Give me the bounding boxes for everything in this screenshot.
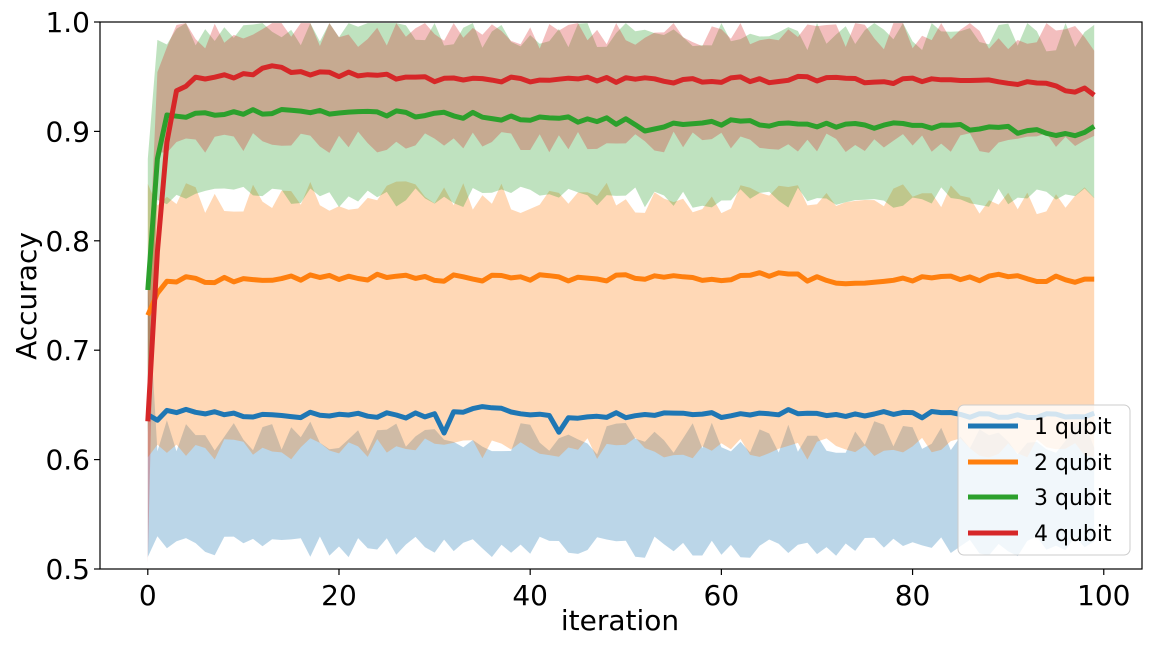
line-2-qubit — [145, 270, 1095, 317]
x-tick-label: 0 — [139, 579, 157, 612]
x-tick-label: 20 — [321, 579, 357, 612]
y-tick-label: 0.5 — [45, 553, 90, 586]
legend-label-2-qubit: 2 qubit — [1034, 451, 1112, 476]
y-tick-label: 1.0 — [45, 6, 90, 39]
band-2-qubit — [147, 181, 1095, 460]
band-1-qubit — [147, 283, 1095, 558]
y-tick-label: 0.8 — [45, 225, 90, 258]
x-tick-label: 80 — [895, 579, 931, 612]
plot-frame — [99, 21, 1143, 570]
x-tick-label: 60 — [704, 579, 740, 612]
x-axis-label: iteration — [561, 604, 679, 637]
y-axis-ticks: 0.5 0.6 0.7 0.8 0.9 1.0 — [45, 6, 100, 586]
x-axis-ticks: 0 20 40 60 80 100 — [139, 569, 1130, 612]
legend-label-3-qubit: 3 qubit — [1034, 486, 1112, 511]
legend-box — [957, 404, 1131, 556]
confidence-bands — [147, 23, 1095, 564]
x-tick-label: 100 — [1077, 579, 1130, 612]
y-tick-label: 0.9 — [45, 115, 90, 148]
y-axis-label: Accuracy — [10, 232, 43, 360]
legend-label-4-qubit: 4 qubit — [1034, 522, 1112, 547]
legend-label-1-qubit: 1 qubit — [1034, 415, 1112, 440]
band-4-qubit — [147, 23, 1095, 564]
y-tick-label: 0.7 — [45, 334, 90, 367]
series-lines — [145, 63, 1096, 436]
y-tick-label: 0.6 — [45, 444, 90, 477]
legend: 1 qubit 2 qubit 3 qubit 4 qubit — [957, 404, 1131, 556]
line-1-qubit — [146, 404, 1096, 436]
line-4-qubit — [145, 63, 1096, 422]
line-3-qubit — [145, 107, 1096, 291]
x-tick-label: 40 — [512, 579, 548, 612]
